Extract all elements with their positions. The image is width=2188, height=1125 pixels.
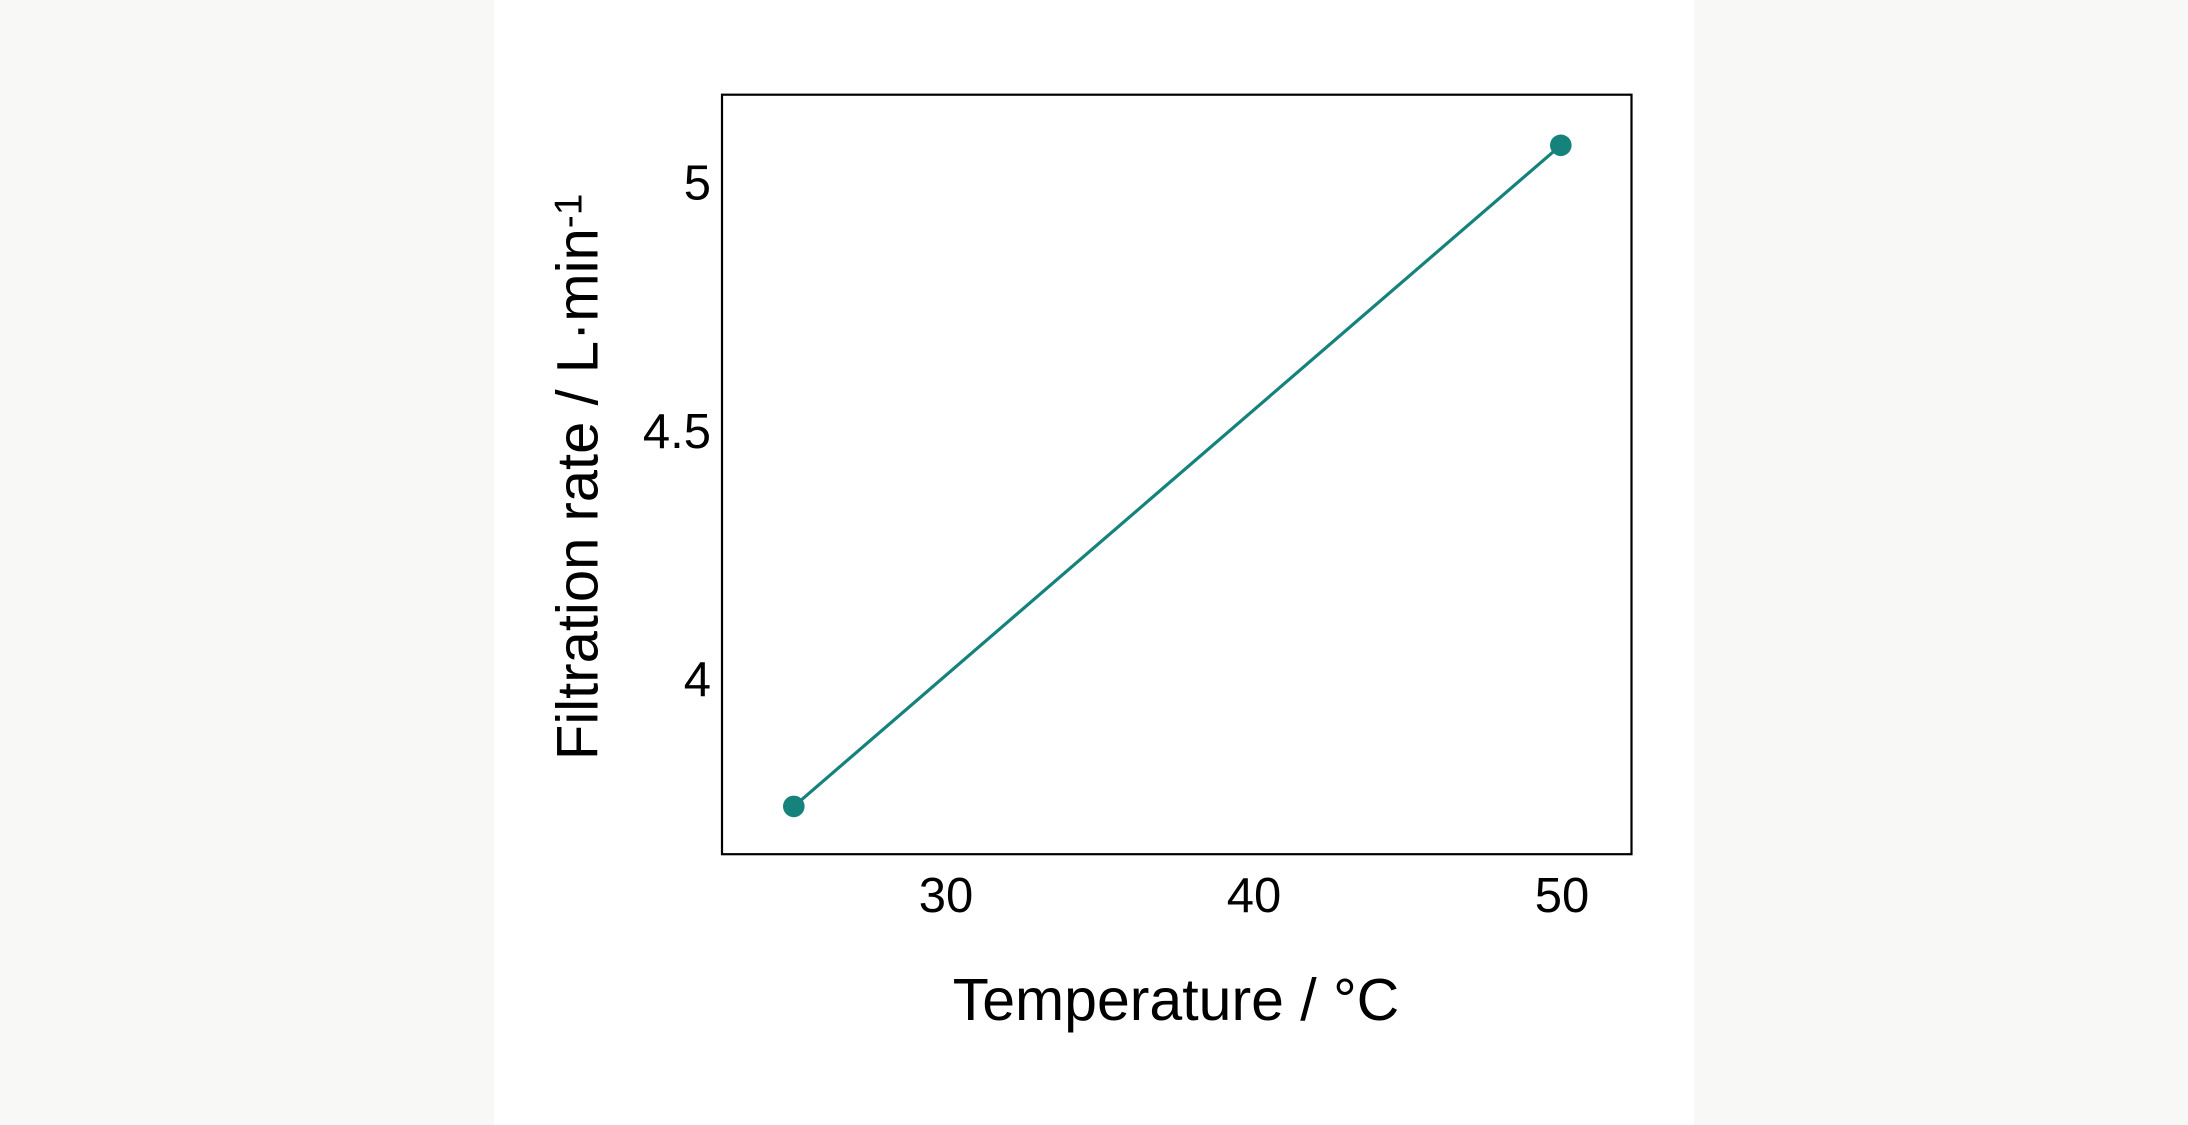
svg-text:5: 5 xyxy=(684,157,711,211)
svg-text:30: 30 xyxy=(919,869,974,923)
svg-text:4.5: 4.5 xyxy=(643,405,711,459)
svg-text:50: 50 xyxy=(1535,869,1590,923)
svg-text:Filtration rate / L·min-1: Filtration rate / L·min-1 xyxy=(546,194,611,761)
svg-text:4: 4 xyxy=(684,653,711,707)
svg-text:40: 40 xyxy=(1227,869,1282,923)
svg-text:Temperature / °C: Temperature / °C xyxy=(953,967,1400,1033)
